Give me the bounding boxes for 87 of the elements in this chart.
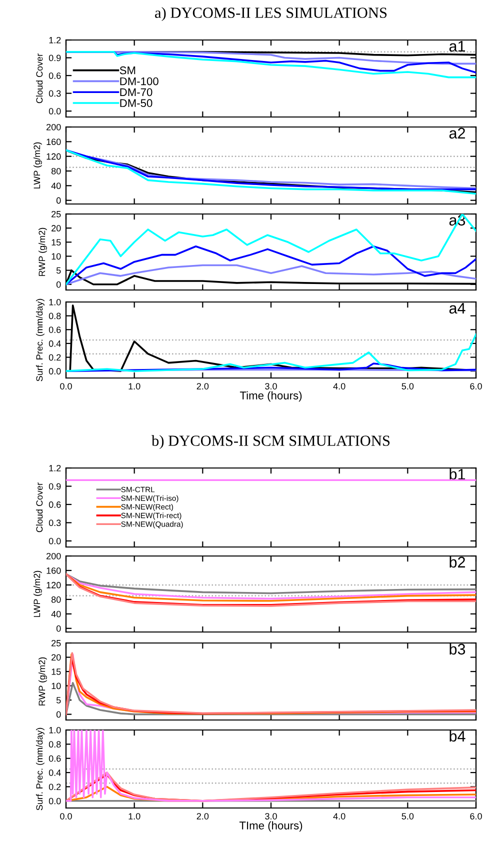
x-tick-label: 0.0 (60, 383, 72, 390)
y-tick-label: 0.9 (48, 483, 61, 490)
y-tick-label: 0.3 (48, 520, 61, 526)
x-tick-label: 5.0 (402, 383, 414, 390)
y-tick-label: 120 (46, 153, 61, 160)
y-tick-label: 0 (56, 281, 61, 288)
y-tick-label: 1.2 (49, 464, 61, 472)
y-tick-label: 20 (52, 654, 61, 661)
y-tick-label: 0 (56, 625, 61, 632)
y-axis-title: Cloud Cover (36, 54, 43, 104)
y-tick-label: 200 (46, 124, 61, 130)
y-tick-label: 40 (51, 182, 61, 190)
x-tick-label: 1.0 (128, 383, 140, 390)
chart-title: a) DYCOMS-II LES SIMULATIONS (155, 7, 387, 22)
annotation: b2 (450, 556, 465, 568)
y-tick-label: 0 (56, 197, 61, 204)
y-tick-label: 1.2 (49, 36, 61, 44)
y-tick-label: 0.8 (48, 312, 61, 320)
annotation: a4 (449, 302, 466, 314)
y-axis-title: RWP (g/m2) (38, 657, 47, 706)
y-tick-label: 0.2 (48, 784, 61, 790)
y-tick-label: 0.4 (48, 770, 61, 776)
y-axis-title: Cloud Cover (36, 482, 43, 532)
legend-label: DM-100 (120, 77, 158, 86)
line-series (66, 50, 476, 78)
x-tick-label: 4.0 (333, 813, 346, 820)
legend-label: DM-70 (120, 88, 152, 96)
x-tick-label: 3.0 (265, 813, 277, 820)
y-tick-label: 80 (51, 168, 61, 174)
y-tick-label: 25 (52, 640, 61, 646)
y-tick-label: 80 (51, 596, 61, 603)
y-tick-label: 0.0 (48, 368, 61, 374)
x-tick-label: 4.0 (333, 383, 346, 390)
x-tick-label: 0.0 (60, 813, 72, 820)
y-tick-label: 0.0 (48, 538, 61, 544)
y-tick-label: 0.6 (48, 72, 61, 79)
x-tick-label: 1.0 (128, 813, 140, 820)
annotation: b4 (450, 730, 466, 742)
y-tick-label: 120 (46, 582, 61, 588)
annotation: a1 (449, 40, 466, 52)
x-tick-label: 2.0 (196, 813, 209, 820)
y-axis-title: Surf. Prec. (mm/day) (36, 728, 44, 810)
y-tick-label: 40 (51, 610, 61, 618)
annotation: b3 (450, 643, 466, 655)
y-tick-label: 0.3 (48, 90, 61, 97)
x-axis-title: TIme (hours) (239, 821, 302, 832)
y-tick-label: 0.2 (48, 354, 61, 361)
y-tick-label: 1.0 (49, 298, 61, 306)
y-tick-label: 25 (52, 210, 61, 218)
y-axis-title: Surf. Prec. (mm/day) (36, 298, 44, 382)
y-axis-title: LWP (g/m2) (33, 570, 42, 617)
y-tick-label: 15 (52, 668, 61, 675)
annotation: a2 (449, 128, 465, 139)
y-tick-label: 15 (52, 239, 61, 246)
y-tick-label: 0.6 (48, 326, 61, 333)
y-tick-label: 160 (46, 567, 61, 574)
x-tick-label: 2.0 (196, 383, 209, 390)
legend-label: DM-50 (120, 99, 152, 108)
y-axis-title: RWP (g/m2) (38, 228, 47, 276)
line-series (66, 334, 476, 372)
y-tick-label: 0.0 (48, 798, 61, 804)
y-tick-label: 0.6 (48, 755, 61, 762)
y-axis-title: LWP (g/m2) (33, 142, 42, 188)
y-tick-label: 0.0 (48, 108, 61, 114)
chart-title: b) DYCOMS-II SCM SIMULATIONS (152, 435, 390, 450)
y-tick-label: 0 (56, 711, 61, 718)
y-tick-label: 160 (46, 138, 61, 146)
y-tick-label: 0.8 (48, 741, 61, 748)
y-tick-label: 0.4 (48, 340, 61, 347)
x-tick-label: 6.0 (470, 383, 482, 390)
line-series (66, 573, 476, 594)
line-series (66, 682, 476, 716)
x-tick-label: 6.0 (470, 813, 482, 820)
y-tick-label: 5 (56, 697, 61, 704)
y-tick-label: 10 (52, 682, 61, 690)
x-axis-title: Time (hours) (240, 391, 302, 402)
x-tick-label: 3.0 (265, 383, 277, 390)
x-tick-label: 5.0 (402, 813, 414, 820)
y-tick-label: 200 (46, 552, 61, 560)
y-tick-label: 0.6 (48, 501, 61, 508)
legend-label: SM (120, 66, 136, 74)
y-tick-label: 5 (56, 267, 61, 274)
y-tick-label: 20 (52, 225, 61, 232)
y-tick-label: 0.9 (48, 54, 61, 62)
y-tick-label: 10 (52, 253, 61, 260)
y-tick-label: 1.0 (49, 726, 61, 734)
annotation: b1 (450, 468, 466, 480)
